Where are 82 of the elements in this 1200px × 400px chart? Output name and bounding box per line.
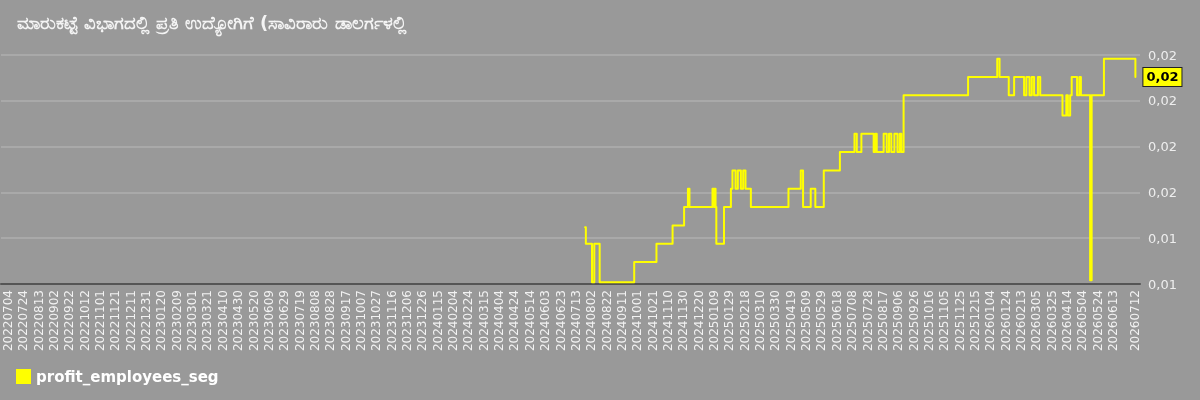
x-tick-label: 20260414 xyxy=(1060,290,1075,352)
y-tick-label: 0,02 xyxy=(1148,184,1177,200)
x-tick-label: 20240802 xyxy=(584,290,599,352)
x-tick-label: 20260325 xyxy=(1044,290,1059,352)
x-tick-label: 20251215 xyxy=(967,290,982,352)
legend-label: profit_employees_seg xyxy=(36,367,219,386)
x-tick-label: 20220902 xyxy=(46,290,61,352)
y-tick-label: 0,02 xyxy=(1148,93,1177,109)
x-tick-label: 20230609 xyxy=(261,290,276,352)
x-tick-label: 20230629 xyxy=(277,290,292,352)
x-tick-label: 20250529 xyxy=(814,290,829,352)
x-tick-label: 20240315 xyxy=(476,290,491,352)
x-tick-label: 20230410 xyxy=(215,290,230,352)
x-tick-label: 20260504 xyxy=(1075,290,1090,352)
x-tick-label: 20250310 xyxy=(753,290,768,352)
x-tick-label: 20250906 xyxy=(891,290,906,352)
x-tick-label: 20260613 xyxy=(1106,290,1121,352)
x-tick-label: 20221101 xyxy=(93,290,108,352)
x-tick-label: 20240404 xyxy=(492,290,507,352)
x-tick-label: 20250926 xyxy=(906,290,921,352)
x-tick-label: 20220813 xyxy=(31,290,46,352)
x-tick-label: 20221012 xyxy=(77,290,92,352)
x-tick-label: 20260104 xyxy=(983,290,998,352)
x-tick-label: 20241130 xyxy=(676,290,691,352)
x-tick-label: 20240115 xyxy=(430,290,445,352)
x-tick-label: 20241110 xyxy=(660,290,675,352)
x-tick-label: 20240713 xyxy=(568,290,583,352)
x-tick-label: 20260124 xyxy=(998,290,1013,352)
x-tick-label: 20221231 xyxy=(139,290,154,352)
x-tick-label: 20240822 xyxy=(599,290,614,352)
x-tick-label: 20250509 xyxy=(799,290,814,352)
x-tick-label: 20250419 xyxy=(783,290,798,352)
x-tick-label: 20241001 xyxy=(630,290,645,352)
x-tick-label: 20241220 xyxy=(691,290,706,352)
x-tick-label: 20250218 xyxy=(737,290,752,352)
x-tick-label: 20220724 xyxy=(16,290,31,352)
x-tick-label: 20251105 xyxy=(937,290,952,352)
y-tick-label: 0,02 xyxy=(1148,139,1177,155)
x-tick-label: 20231206 xyxy=(400,290,415,352)
x-tick-label: 20230120 xyxy=(154,290,169,352)
x-tick-label: 20250708 xyxy=(845,290,860,352)
x-tick-label: 20250817 xyxy=(875,290,890,352)
x-tick-label: 20230719 xyxy=(292,290,307,352)
x-tick-label: 20221211 xyxy=(123,290,138,352)
x-tick-label: 20220704 xyxy=(0,290,15,352)
x-tick-label: 20250129 xyxy=(722,290,737,352)
x-tick-label: 20230828 xyxy=(323,290,338,352)
x-tick-label: 20230808 xyxy=(307,290,322,352)
x-tick-label: 20230520 xyxy=(246,290,261,352)
x-tick-label: 20251016 xyxy=(921,290,936,352)
x-tick-label: 20230321 xyxy=(200,290,215,352)
y-tick-label: 0,01 xyxy=(1148,276,1177,292)
x-tick-label: 20230430 xyxy=(231,290,246,352)
x-tick-label: 20240204 xyxy=(446,290,461,352)
y-tick-label: 0,02 xyxy=(1148,47,1177,63)
x-tick-label: 20240424 xyxy=(507,290,522,352)
x-tick-label: 20230917 xyxy=(338,290,353,352)
x-tick-label: 20260524 xyxy=(1090,290,1105,352)
x-tick-label: 20240224 xyxy=(461,290,476,352)
x-tick-label: 20250618 xyxy=(829,290,844,352)
x-tick-label: 20241021 xyxy=(645,290,660,352)
x-tick-label: 20260712 xyxy=(1128,290,1143,352)
x-tick-label: 20260305 xyxy=(1029,290,1044,352)
x-tick-label: 20231007 xyxy=(353,290,368,352)
x-tick-label: 20260213 xyxy=(1014,290,1029,352)
x-tick-label: 20231116 xyxy=(384,290,399,352)
x-tick-label: 20250728 xyxy=(860,290,875,352)
x-tick-label: 20231027 xyxy=(369,290,384,352)
x-tick-label: 20220922 xyxy=(62,290,77,352)
x-tick-label: 20240623 xyxy=(553,290,568,352)
x-tick-label: 20250330 xyxy=(768,290,783,352)
x-tick-label: 20240603 xyxy=(538,290,553,352)
y-tick-label: 0,01 xyxy=(1148,230,1177,246)
x-tick-label: 20251125 xyxy=(952,290,967,352)
x-tick-label: 20250109 xyxy=(707,290,722,352)
x-tick-label: 20230301 xyxy=(185,290,200,352)
x-tick-label: 20240514 xyxy=(522,290,537,352)
x-tick-label: 20230209 xyxy=(169,290,184,352)
chart-title: ಮಾರುಕಟ್ಟೆ ವಿಭಾಗದಲ್ಲಿ ಪ್ರತಿ ಉದ್ಯೋಗಿಗೆ (ಸಾವಿರಾರು ಡಾಲರ್ಗಳಲ್ಲಿ xyxy=(17,11,407,37)
x-tick-label: 20240911 xyxy=(614,290,629,352)
x-tick-label: 20231226 xyxy=(415,290,430,352)
x-tick-label: 20221121 xyxy=(108,290,123,352)
